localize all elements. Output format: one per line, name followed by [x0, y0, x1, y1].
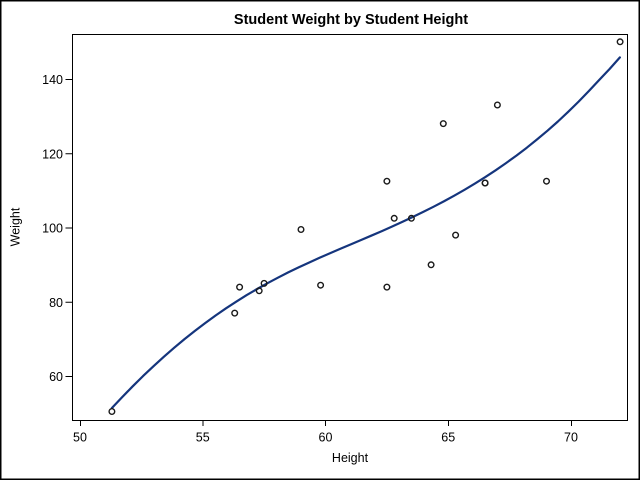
svg-text:80: 80 [49, 296, 63, 310]
svg-text:60: 60 [49, 370, 63, 384]
svg-text:50: 50 [73, 431, 87, 445]
svg-text:100: 100 [42, 222, 63, 236]
svg-text:60: 60 [319, 431, 333, 445]
svg-text:120: 120 [42, 147, 63, 161]
svg-text:Student Weight by Student Heig: Student Weight by Student Height [234, 12, 468, 28]
svg-text:Height: Height [332, 451, 369, 465]
svg-text:140: 140 [42, 73, 63, 87]
svg-text:55: 55 [196, 431, 210, 445]
svg-text:65: 65 [441, 431, 455, 445]
svg-text:70: 70 [564, 431, 578, 445]
svg-text:Weight: Weight [9, 207, 23, 246]
